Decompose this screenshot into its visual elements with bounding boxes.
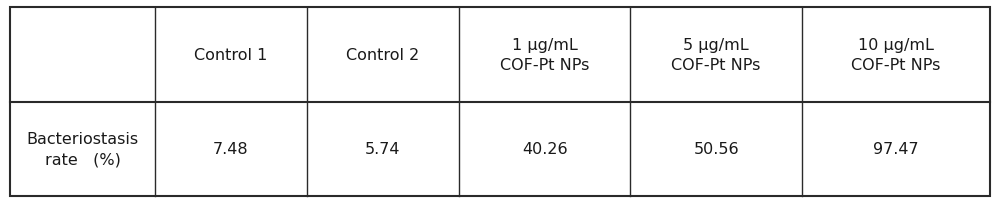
Text: 10 μg/mL
COF-Pt NPs: 10 μg/mL COF-Pt NPs — [851, 38, 941, 72]
Text: 97.47: 97.47 — [873, 141, 919, 156]
Text: Control 2: Control 2 — [346, 48, 420, 63]
Text: 7.48: 7.48 — [213, 141, 249, 156]
Text: Bacteriostasis
rate   (%): Bacteriostasis rate (%) — [26, 132, 139, 166]
Text: 1 μg/mL
COF-Pt NPs: 1 μg/mL COF-Pt NPs — [500, 38, 589, 72]
Text: Control 1: Control 1 — [194, 48, 268, 63]
Text: 5 μg/mL
COF-Pt NPs: 5 μg/mL COF-Pt NPs — [671, 38, 761, 72]
Text: 40.26: 40.26 — [522, 141, 567, 156]
Text: 5.74: 5.74 — [365, 141, 401, 156]
Text: 50.56: 50.56 — [693, 141, 739, 156]
